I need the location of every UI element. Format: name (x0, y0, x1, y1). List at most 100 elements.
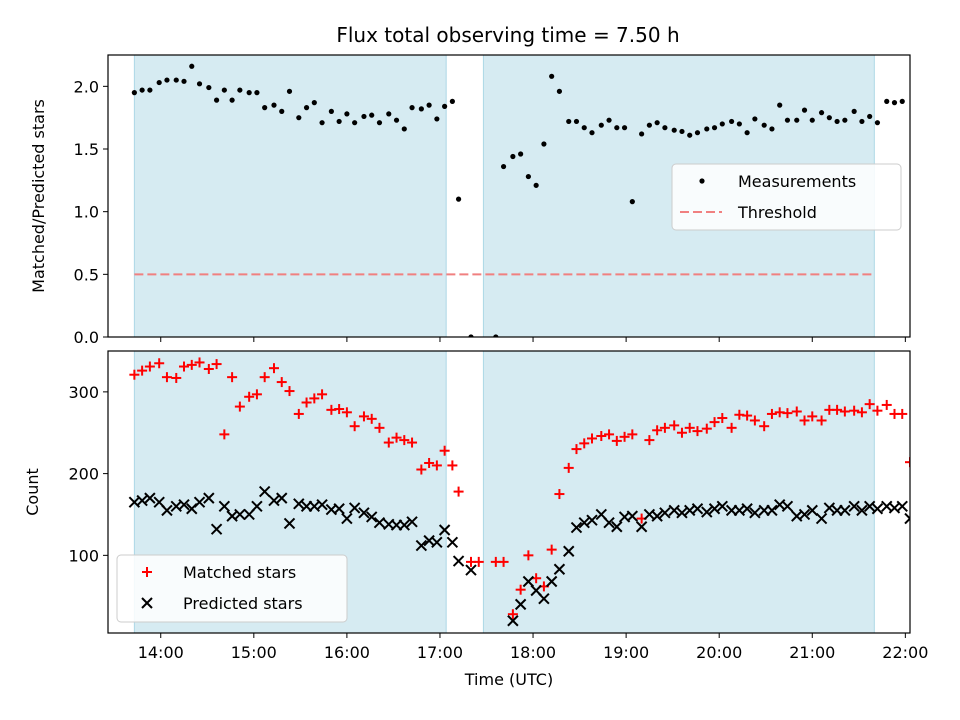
predicted-star-point (741, 503, 753, 515)
measurement-point (809, 117, 815, 123)
matched-star-point (439, 445, 450, 456)
legend-box (116, 554, 348, 623)
measurement-point (131, 90, 137, 96)
measurement-point (442, 103, 448, 109)
predicted-star-point (398, 519, 410, 531)
x-stroke-b (553, 563, 566, 575)
measurement-point (173, 77, 179, 83)
measurement-point (794, 117, 800, 123)
matched-star-point (447, 460, 458, 471)
predicted-star-point (701, 506, 713, 518)
measurement-point (744, 130, 750, 136)
predicted-star-point (856, 504, 868, 517)
predicted-star-point (522, 575, 535, 588)
matched-star-point (523, 550, 534, 561)
x-tick-label: 15:00 (231, 643, 277, 662)
measurement-point (246, 90, 252, 96)
x-stroke-b (308, 500, 321, 513)
predicted-star-point (268, 494, 280, 507)
measurement-point (598, 122, 604, 128)
matched-star-point (782, 408, 793, 419)
x-stroke-b (626, 510, 639, 522)
matched-star-point (194, 357, 205, 368)
legend: Measurements Threshold (671, 163, 902, 231)
measurement-point (449, 98, 455, 104)
measurement-point (719, 121, 725, 127)
legend-label: Measurements (738, 172, 856, 191)
predicted-star-point (603, 516, 615, 529)
matched-star-point (839, 406, 850, 417)
matched-star-point (571, 444, 582, 455)
x-stroke-b (507, 615, 519, 627)
chart-title: Flux total observing time = 7.50 h (336, 23, 679, 47)
measurement-point (181, 78, 187, 84)
predicted-star-point (823, 502, 836, 514)
matched-star-point (154, 358, 165, 369)
x-tick-label: 18:00 (510, 643, 556, 662)
matched-star-point (684, 422, 695, 433)
x-stroke-b (258, 485, 271, 498)
predicted-star-point (316, 498, 328, 511)
x-tick-label: 14:00 (138, 643, 184, 662)
predicted-star-point (691, 503, 704, 515)
predicted-star-point (668, 504, 680, 517)
matched-star-point (856, 407, 867, 418)
x-stroke-b (341, 512, 353, 525)
measurement-point (221, 87, 227, 93)
measurement-point (361, 113, 367, 120)
measurement-point (556, 88, 563, 94)
x-stroke-b (823, 502, 836, 514)
matched-star-point (179, 361, 190, 372)
measurement-point (801, 107, 808, 113)
x-stroke-b (651, 510, 663, 522)
x-stroke-b (791, 510, 803, 522)
x-stroke-b (806, 504, 818, 517)
x-stroke-b (815, 512, 828, 525)
x-stroke-b (570, 521, 583, 534)
measurement-point (409, 105, 415, 111)
predicted-star-point (863, 500, 876, 513)
matched-star-point (832, 404, 843, 415)
x-tick-label: 22:00 (882, 643, 928, 662)
x-stroke-b (578, 516, 590, 529)
y-tick-label: 0.0 (74, 328, 99, 347)
matched-star-point (219, 429, 230, 440)
matched-star-point (129, 369, 140, 380)
predicted-star-point (276, 492, 288, 504)
x-stroke-b (358, 507, 370, 519)
matched-star-point (144, 361, 155, 372)
matched-star-point (383, 437, 394, 448)
measurement-point (729, 118, 735, 125)
x-stroke-b (366, 511, 378, 523)
matched-star-point (692, 426, 703, 437)
matched-star-point (669, 420, 680, 431)
predicted-star-point (193, 496, 206, 508)
measurement-point (147, 87, 153, 93)
x-stroke-b (701, 506, 713, 518)
measurement-point (303, 105, 310, 111)
predicted-star-point (283, 517, 296, 530)
measurement-point (859, 118, 865, 125)
matched-star-point (905, 457, 910, 468)
x-stroke-b (676, 507, 688, 519)
matched-star-point (317, 389, 328, 400)
matched-star-point (586, 433, 597, 444)
measurement-point (468, 334, 474, 337)
predicted-star-point (348, 502, 361, 514)
predicted-star-point (586, 514, 598, 526)
predicted-star-point (341, 512, 353, 525)
x-stroke-b (538, 592, 550, 605)
y-tick-label: 1.5 (74, 140, 99, 159)
x-stroke-b (268, 494, 280, 507)
predicted-star-point (781, 500, 794, 513)
x-tick-label: 20:00 (696, 643, 742, 662)
measurement-point (826, 115, 832, 121)
measurement-point (525, 173, 531, 180)
y-tick-label: 200 (68, 465, 99, 484)
x-stroke-b (749, 507, 761, 519)
matched-star-point (186, 359, 197, 370)
x-stroke-b (144, 492, 156, 504)
measurement-point (376, 120, 383, 126)
predicted-star-point (218, 500, 231, 513)
measurement-point (262, 105, 268, 111)
